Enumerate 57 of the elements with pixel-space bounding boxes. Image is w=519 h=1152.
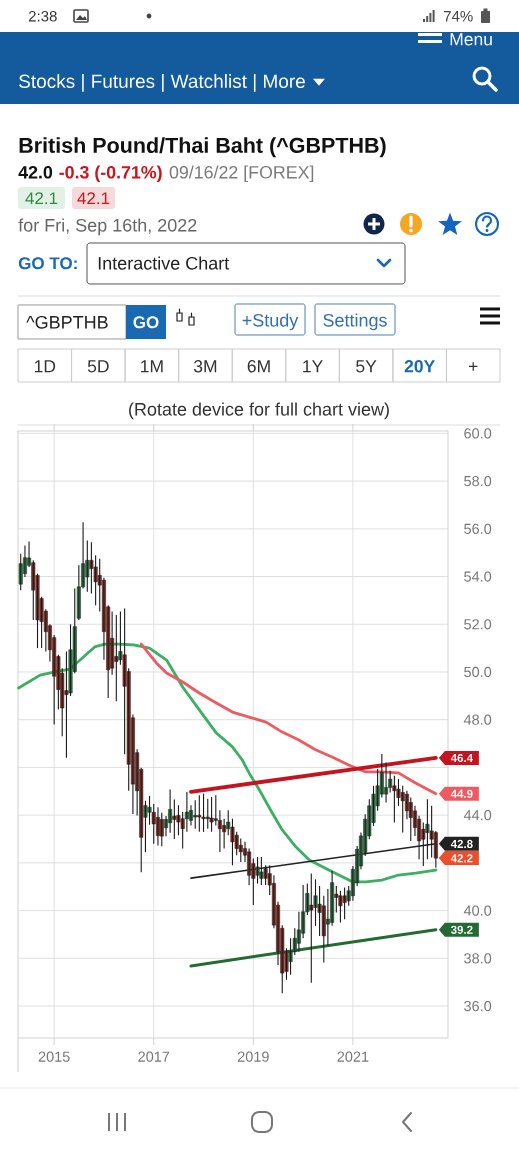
text: 74% <box>443 10 473 22</box>
data-label: 46.4 <box>450 753 473 763</box>
text: GO TO: <box>18 257 77 270</box>
candlestick <box>205 798 210 830</box>
text: 3M <box>193 360 217 373</box>
text: 5D <box>87 360 109 373</box>
text: 42.1 <box>77 192 110 205</box>
text: ^GBPTHB <box>26 315 108 329</box>
y-tick-label: 36.0 <box>464 1000 492 1012</box>
text: 1M <box>141 360 163 373</box>
y-tick-label: 60.0 <box>464 428 492 439</box>
text: 09/16/22 [FOREX] <box>169 165 314 183</box>
text: Menu <box>450 33 492 46</box>
candlestick <box>114 614 119 702</box>
text: Stocks | Futures | Watchlist | More <box>19 74 305 92</box>
chart-title: British Pound/Thai Baht (^GBPTHB) <box>19 137 386 158</box>
x-tick-label: 2019 <box>237 1051 269 1062</box>
data-label: 39.2 <box>450 925 473 934</box>
candlestick <box>209 796 214 833</box>
text: 2:38 <box>28 10 57 22</box>
y-tick-label: 54.0 <box>464 571 492 582</box>
candlestick <box>342 886 347 920</box>
y-tick-label: 58.0 <box>464 475 492 487</box>
x-tick-label: 2015 <box>38 1051 70 1062</box>
text: + <box>468 362 478 371</box>
y-tick-label: 38.0 <box>464 953 492 964</box>
text: 20Y <box>404 360 435 373</box>
text: 1D <box>34 360 56 373</box>
x-tick-label: 2021 <box>337 1051 369 1062</box>
text: 42.0 <box>18 165 53 179</box>
x-tick-label: 2017 <box>138 1051 170 1062</box>
text: Interactive Chart <box>98 256 230 270</box>
text: +Study <box>242 313 299 331</box>
text: 1Y <box>303 360 323 373</box>
y-tick-label: 48.0 <box>463 714 492 725</box>
text: Settings <box>323 313 387 331</box>
candlestick <box>201 793 206 833</box>
text: 5Y <box>356 360 377 373</box>
y-tick-label: 44.0 <box>463 810 492 821</box>
text: GO <box>133 316 159 329</box>
candlestick <box>392 775 397 824</box>
y-tick-label: 56.0 <box>464 523 492 534</box>
candlestick <box>309 873 314 984</box>
data-label: 44.9 <box>450 789 473 798</box>
data-label: 42.8 <box>450 839 473 848</box>
candlestick <box>193 799 198 830</box>
text: 42.1 <box>25 192 58 205</box>
candlestick <box>197 794 202 833</box>
annotation: 42.2 <box>450 854 473 863</box>
y-tick-label: 40.0 <box>463 905 492 916</box>
text: 6M <box>247 360 270 373</box>
y-tick-label: 52.0 <box>464 619 492 630</box>
text: for Fri, Sep 16th, 2022 <box>18 218 197 236</box>
y-tick-label: 50.0 <box>464 666 492 678</box>
text: -0.3 (-0.71%) <box>59 165 162 183</box>
line-series <box>139 642 438 796</box>
text: (Rotate device for full chart view) <box>129 402 389 420</box>
